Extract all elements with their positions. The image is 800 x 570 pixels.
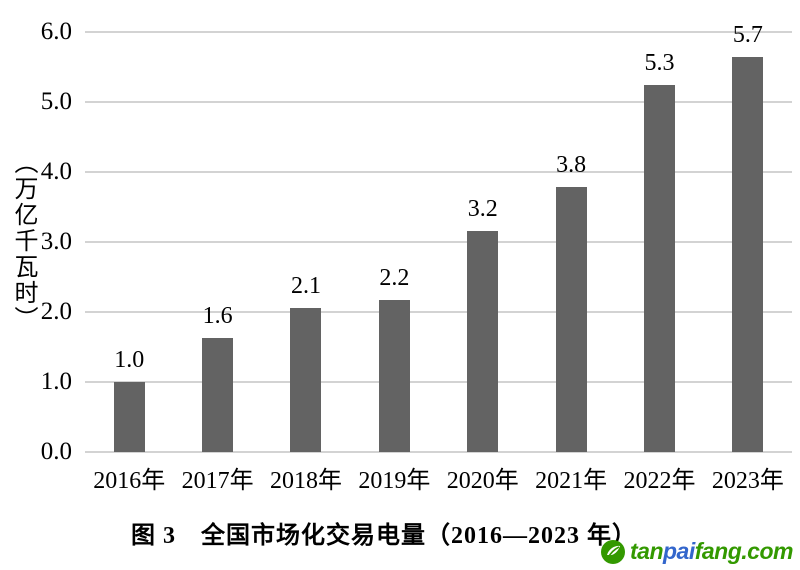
x-tick-label: 2020年 xyxy=(446,468,519,494)
bar xyxy=(643,84,675,452)
y-axis-title: （万亿千瓦时） xyxy=(10,150,36,332)
y-tick-label: 4.0 xyxy=(40,158,72,185)
gridline xyxy=(85,381,792,383)
x-tick-label: 2017年 xyxy=(181,468,254,494)
watermark-text-part: tan xyxy=(630,538,664,564)
bar xyxy=(378,300,410,452)
watermark[interactable]: tanpaifang.com xyxy=(600,538,793,565)
bar-value-label: 1.0 xyxy=(114,347,145,373)
x-tick-label: 2021年 xyxy=(535,468,608,494)
tanpaifang-logo-icon xyxy=(601,539,625,564)
figure-caption: 图 3 全国市场化交易电量（2016—2023 年） xyxy=(131,523,637,549)
x-tick-label: 2018年 xyxy=(269,468,342,494)
bar xyxy=(732,56,764,452)
bar xyxy=(467,230,499,452)
y-tick-label: 2.0 xyxy=(40,298,72,325)
y-tick-label: 1.0 xyxy=(40,368,72,395)
watermark-text: tanpaifang.com xyxy=(630,538,793,565)
bar-value-label: 2.2 xyxy=(379,265,410,292)
bar-value-label: 5.7 xyxy=(732,21,763,48)
bar-value-label: 3.8 xyxy=(556,152,587,179)
bar-value-label: 2.1 xyxy=(290,272,321,299)
gridline xyxy=(85,101,792,103)
y-tick-label: 6.0 xyxy=(40,18,72,45)
gridline xyxy=(85,311,792,313)
gridline xyxy=(85,451,792,453)
x-tick-label: 2023年 xyxy=(711,468,784,494)
y-tick-label: 3.0 xyxy=(40,228,72,255)
y-tick-label: 0.0 xyxy=(40,438,72,465)
y-tick-label: 5.0 xyxy=(40,88,72,115)
plot-area: 1.0 2016年 1.6 2017年 2.1 2018年 2.2 2019年 3.2 2020年… xyxy=(85,22,792,494)
x-tick-label: 2022年 xyxy=(623,468,696,494)
gridline xyxy=(85,31,792,33)
watermark-text-part: fang.com xyxy=(694,538,794,564)
bar-value-label: 5.3 xyxy=(644,49,675,76)
watermark-text-part: pai xyxy=(663,538,695,564)
bar-value-label: 3.2 xyxy=(467,195,498,222)
bar xyxy=(290,307,322,452)
bar xyxy=(113,382,145,452)
bar xyxy=(202,337,234,452)
bar xyxy=(555,187,587,452)
gridline xyxy=(85,241,792,243)
x-tick-label: 2016年 xyxy=(93,468,166,494)
bar-value-label: 1.6 xyxy=(202,302,233,329)
x-tick-label: 2019年 xyxy=(358,468,431,494)
gridline xyxy=(85,171,792,173)
